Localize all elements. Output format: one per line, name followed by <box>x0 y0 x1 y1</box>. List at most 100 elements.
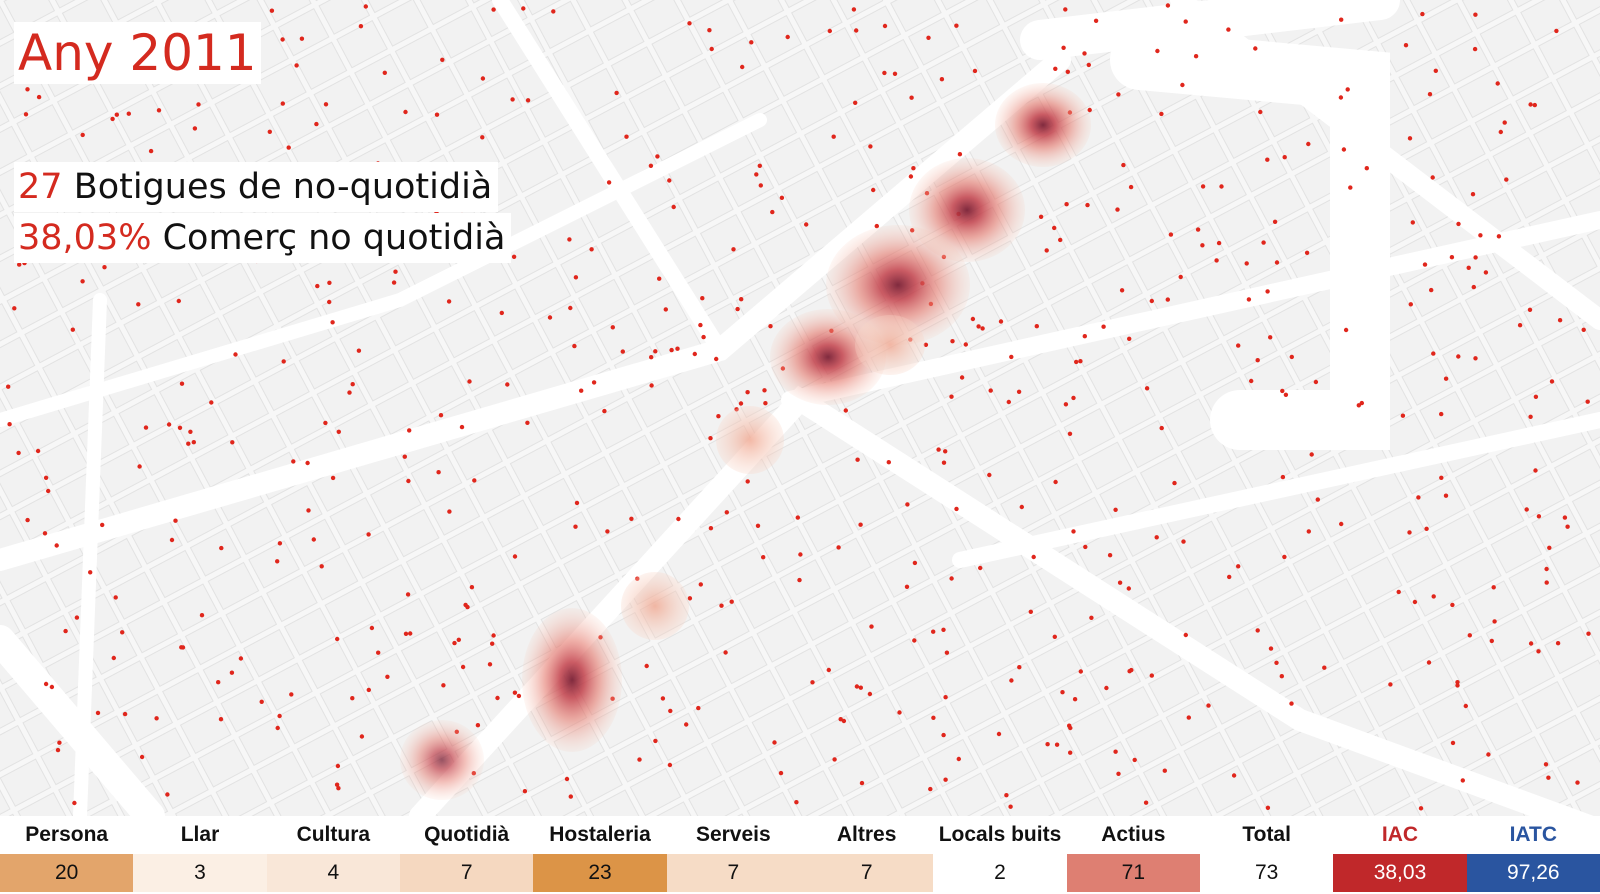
shop-dot <box>1178 274 1183 280</box>
shop-dot <box>277 713 282 719</box>
shop-dot <box>1116 771 1121 776</box>
shop-dot <box>102 265 107 270</box>
shop-dot <box>698 582 703 587</box>
shop-dot <box>716 414 721 419</box>
shop-dot <box>1431 594 1436 599</box>
shop-dot <box>1244 261 1249 266</box>
shop-dot <box>1282 554 1287 560</box>
shop-dot <box>785 34 790 40</box>
shop-dot <box>719 603 724 608</box>
shop-dot <box>892 71 898 77</box>
shop-dot <box>1502 120 1507 125</box>
shop-dot <box>143 425 149 430</box>
shop-dot <box>1289 701 1294 706</box>
shop-dot <box>738 401 744 406</box>
shop-dot <box>867 691 873 697</box>
shop-dot <box>280 101 285 106</box>
shop-dot <box>779 195 785 200</box>
shop-dot <box>126 111 131 116</box>
shop-dot <box>1028 609 1034 614</box>
shop-dot <box>1052 634 1058 639</box>
shop-dot <box>1396 589 1401 595</box>
shop-dot <box>7 422 12 427</box>
shop-dot <box>359 734 365 739</box>
shop-dot <box>698 322 703 328</box>
table-cell: 97,26 <box>1466 854 1600 892</box>
shop-dot <box>653 349 658 354</box>
shop-dot <box>305 460 310 466</box>
streets <box>0 0 1600 816</box>
shop-dot <box>874 223 879 229</box>
shop-dot <box>154 716 159 721</box>
heatmap <box>400 83 1091 800</box>
shop-dot <box>843 408 848 413</box>
shop-dot <box>521 6 526 11</box>
shop-dot <box>1274 260 1280 265</box>
shop-dot <box>1282 155 1287 160</box>
shop-dot <box>391 280 397 285</box>
shop-dot <box>1562 515 1568 520</box>
shop-dot <box>406 478 411 484</box>
map <box>0 0 1600 816</box>
shop-dot <box>667 178 672 183</box>
shop-dot <box>1338 95 1344 100</box>
table-cell: 7 <box>399 854 534 892</box>
shop-dot <box>505 382 510 387</box>
shop-dot <box>1226 27 1231 32</box>
shop-dot <box>998 319 1004 324</box>
shop-dot <box>1195 227 1201 232</box>
shop-dot <box>1165 3 1171 8</box>
shop-dot <box>1420 11 1425 17</box>
shop-dot <box>637 757 642 762</box>
shop-dot <box>1054 742 1060 747</box>
shop-dot <box>696 705 701 711</box>
shop-dot <box>904 584 910 589</box>
shop-dot <box>568 794 573 799</box>
shop-dot <box>49 684 55 690</box>
shop-dot <box>1261 240 1266 245</box>
shop-dot <box>1183 19 1188 24</box>
shop-dot <box>749 40 754 45</box>
shop-dot <box>1528 641 1534 646</box>
table-cell: 20 <box>0 854 134 892</box>
shop-dot <box>1463 703 1469 709</box>
shop-dot <box>267 129 272 134</box>
shop-dot <box>943 695 948 700</box>
shop-dot <box>996 731 1002 737</box>
shop-dot <box>80 132 85 138</box>
shop-dot <box>63 628 68 634</box>
shop-dot <box>1528 414 1533 419</box>
shop-dot <box>669 347 674 353</box>
shop-dot <box>1009 354 1014 360</box>
shop-dot <box>179 645 184 650</box>
shop-dot <box>1549 379 1555 384</box>
shop-dot <box>1527 307 1533 312</box>
shop-dot <box>452 640 457 646</box>
shop-dot <box>629 516 634 521</box>
shop-dot <box>408 631 413 636</box>
shop-dot <box>778 770 784 776</box>
shop-dot <box>1193 54 1199 59</box>
shop-dot <box>858 685 863 690</box>
shop-dot <box>23 112 29 117</box>
shop-dot <box>1581 327 1586 332</box>
shop-dot <box>564 776 570 782</box>
shop-dot <box>1418 806 1424 811</box>
shop-dot <box>653 738 658 744</box>
shop-dot <box>954 506 959 512</box>
shop-dot <box>687 596 693 601</box>
shop-dot <box>1426 660 1432 665</box>
shop-dot <box>1168 232 1174 237</box>
shop-dot <box>1159 425 1164 431</box>
shop-dot <box>385 674 390 679</box>
table-header: Quotidià <box>399 816 534 854</box>
shop-dot <box>1058 237 1063 243</box>
shop-dot <box>1052 225 1057 231</box>
table-cell: 71 <box>1066 854 1200 892</box>
shop-dot <box>579 388 584 393</box>
shop-dot <box>1016 389 1022 394</box>
table-header: Actius <box>1066 816 1200 854</box>
shop-dot <box>436 470 441 475</box>
shop-dot <box>939 77 945 82</box>
shop-dot <box>1017 665 1022 670</box>
